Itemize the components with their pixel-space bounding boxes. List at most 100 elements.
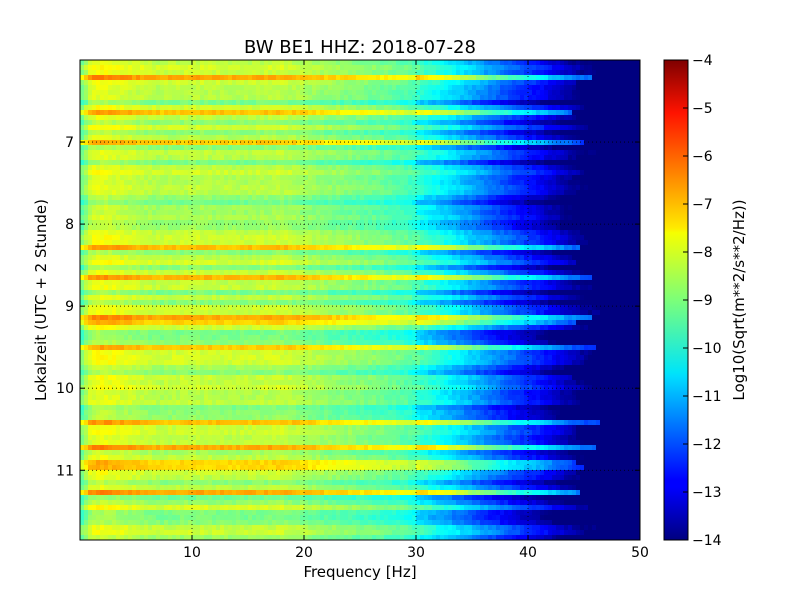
heatmap-cell: [400, 70, 405, 76]
heatmap-cell: [540, 70, 545, 76]
heatmap-cell: [144, 125, 149, 131]
heatmap-cell: [208, 70, 213, 76]
heatmap-cell: [628, 140, 633, 146]
heatmap-cell: [376, 125, 381, 131]
heatmap-cell: [224, 60, 229, 66]
heatmap-cell: [368, 145, 373, 151]
heatmap-cell: [244, 165, 249, 171]
heatmap-cell: [484, 80, 489, 86]
heatmap-cell: [288, 155, 293, 161]
heatmap-cell: [484, 155, 489, 161]
heatmap-cell: [444, 175, 449, 181]
heatmap-cell: [212, 170, 217, 176]
heatmap-cell: [148, 75, 153, 81]
heatmap-cell: [520, 120, 525, 126]
heatmap-cell: [128, 230, 133, 236]
heatmap-cell: [588, 150, 593, 156]
heatmap-cell: [348, 235, 353, 241]
heatmap-cell: [324, 195, 329, 201]
heatmap-cell: [552, 170, 557, 176]
heatmap-cell: [452, 70, 457, 76]
heatmap-cell: [100, 70, 105, 76]
heatmap-cell: [424, 210, 429, 216]
heatmap-cell: [132, 195, 137, 201]
heatmap-cell: [80, 115, 85, 121]
heatmap-cell: [636, 120, 640, 126]
heatmap-cell: [532, 65, 537, 71]
heatmap-cell: [264, 180, 269, 186]
heatmap-cell: [152, 205, 157, 211]
heatmap-cell: [344, 120, 349, 126]
heatmap-cell: [524, 105, 529, 111]
heatmap-cell: [80, 220, 85, 226]
heatmap-cell: [268, 235, 273, 241]
heatmap-cell: [324, 150, 329, 156]
heatmap-cell: [580, 95, 585, 101]
heatmap-cell: [608, 160, 613, 166]
heatmap-cell: [364, 60, 369, 66]
heatmap-cell: [332, 110, 337, 116]
heatmap-cell: [112, 200, 117, 206]
heatmap-cell: [208, 180, 213, 186]
heatmap-cell: [456, 100, 461, 106]
heatmap-cell: [496, 170, 501, 176]
heatmap-cell: [92, 215, 97, 221]
heatmap-cell: [316, 90, 321, 96]
heatmap-cell: [444, 85, 449, 91]
heatmap-cell: [580, 160, 585, 166]
heatmap-cell: [216, 150, 221, 156]
heatmap-cell: [356, 100, 361, 106]
heatmap-cell: [332, 80, 337, 86]
heatmap-cell: [564, 145, 569, 151]
heatmap-cell: [496, 200, 501, 206]
heatmap-cell: [156, 145, 161, 151]
heatmap-cell: [440, 170, 445, 176]
heatmap-cell: [604, 170, 609, 176]
heatmap-cell: [368, 210, 373, 216]
heatmap-cell: [160, 225, 165, 231]
heatmap-cell: [236, 220, 241, 226]
heatmap-cell: [620, 165, 625, 171]
heatmap-cell: [560, 170, 565, 176]
heatmap-cell: [80, 125, 85, 131]
heatmap-cell: [172, 120, 177, 126]
heatmap-cell: [312, 170, 317, 176]
heatmap-cell: [312, 135, 317, 141]
heatmap-cell: [388, 210, 393, 216]
heatmap-cell: [468, 215, 473, 221]
heatmap-cell: [308, 165, 313, 171]
heatmap-cell: [368, 205, 373, 211]
heatmap-cell: [92, 165, 97, 171]
heatmap-cell: [340, 60, 345, 66]
heatmap-cell: [472, 75, 477, 81]
heatmap-cell: [376, 190, 381, 196]
heatmap-cell: [372, 155, 377, 161]
heatmap-cell: [628, 165, 633, 171]
heatmap-cell: [404, 65, 409, 71]
heatmap-cell: [156, 235, 161, 241]
heatmap-cell: [416, 60, 421, 66]
heatmap-cell: [548, 180, 553, 186]
heatmap-cell: [540, 185, 545, 191]
heatmap-cell: [436, 105, 441, 111]
heatmap-cell: [204, 140, 209, 146]
heatmap-cell: [216, 170, 221, 176]
heatmap-cell: [124, 160, 129, 166]
heatmap-cell: [592, 85, 597, 91]
heatmap-cell: [220, 115, 225, 121]
heatmap-cell: [604, 85, 609, 91]
heatmap-cell: [292, 75, 297, 81]
heatmap-cell: [272, 60, 277, 66]
heatmap-cell: [280, 130, 285, 136]
heatmap-cell: [188, 165, 193, 171]
heatmap-cell: [516, 220, 521, 226]
heatmap-cell: [496, 160, 501, 166]
heatmap-cell: [308, 175, 313, 181]
heatmap-cell: [264, 210, 269, 216]
heatmap-cell: [420, 215, 425, 221]
heatmap-cell: [396, 130, 401, 136]
heatmap-cell: [120, 140, 125, 146]
heatmap-cell: [212, 200, 217, 206]
heatmap-cell: [280, 70, 285, 76]
heatmap-cell: [588, 170, 593, 176]
